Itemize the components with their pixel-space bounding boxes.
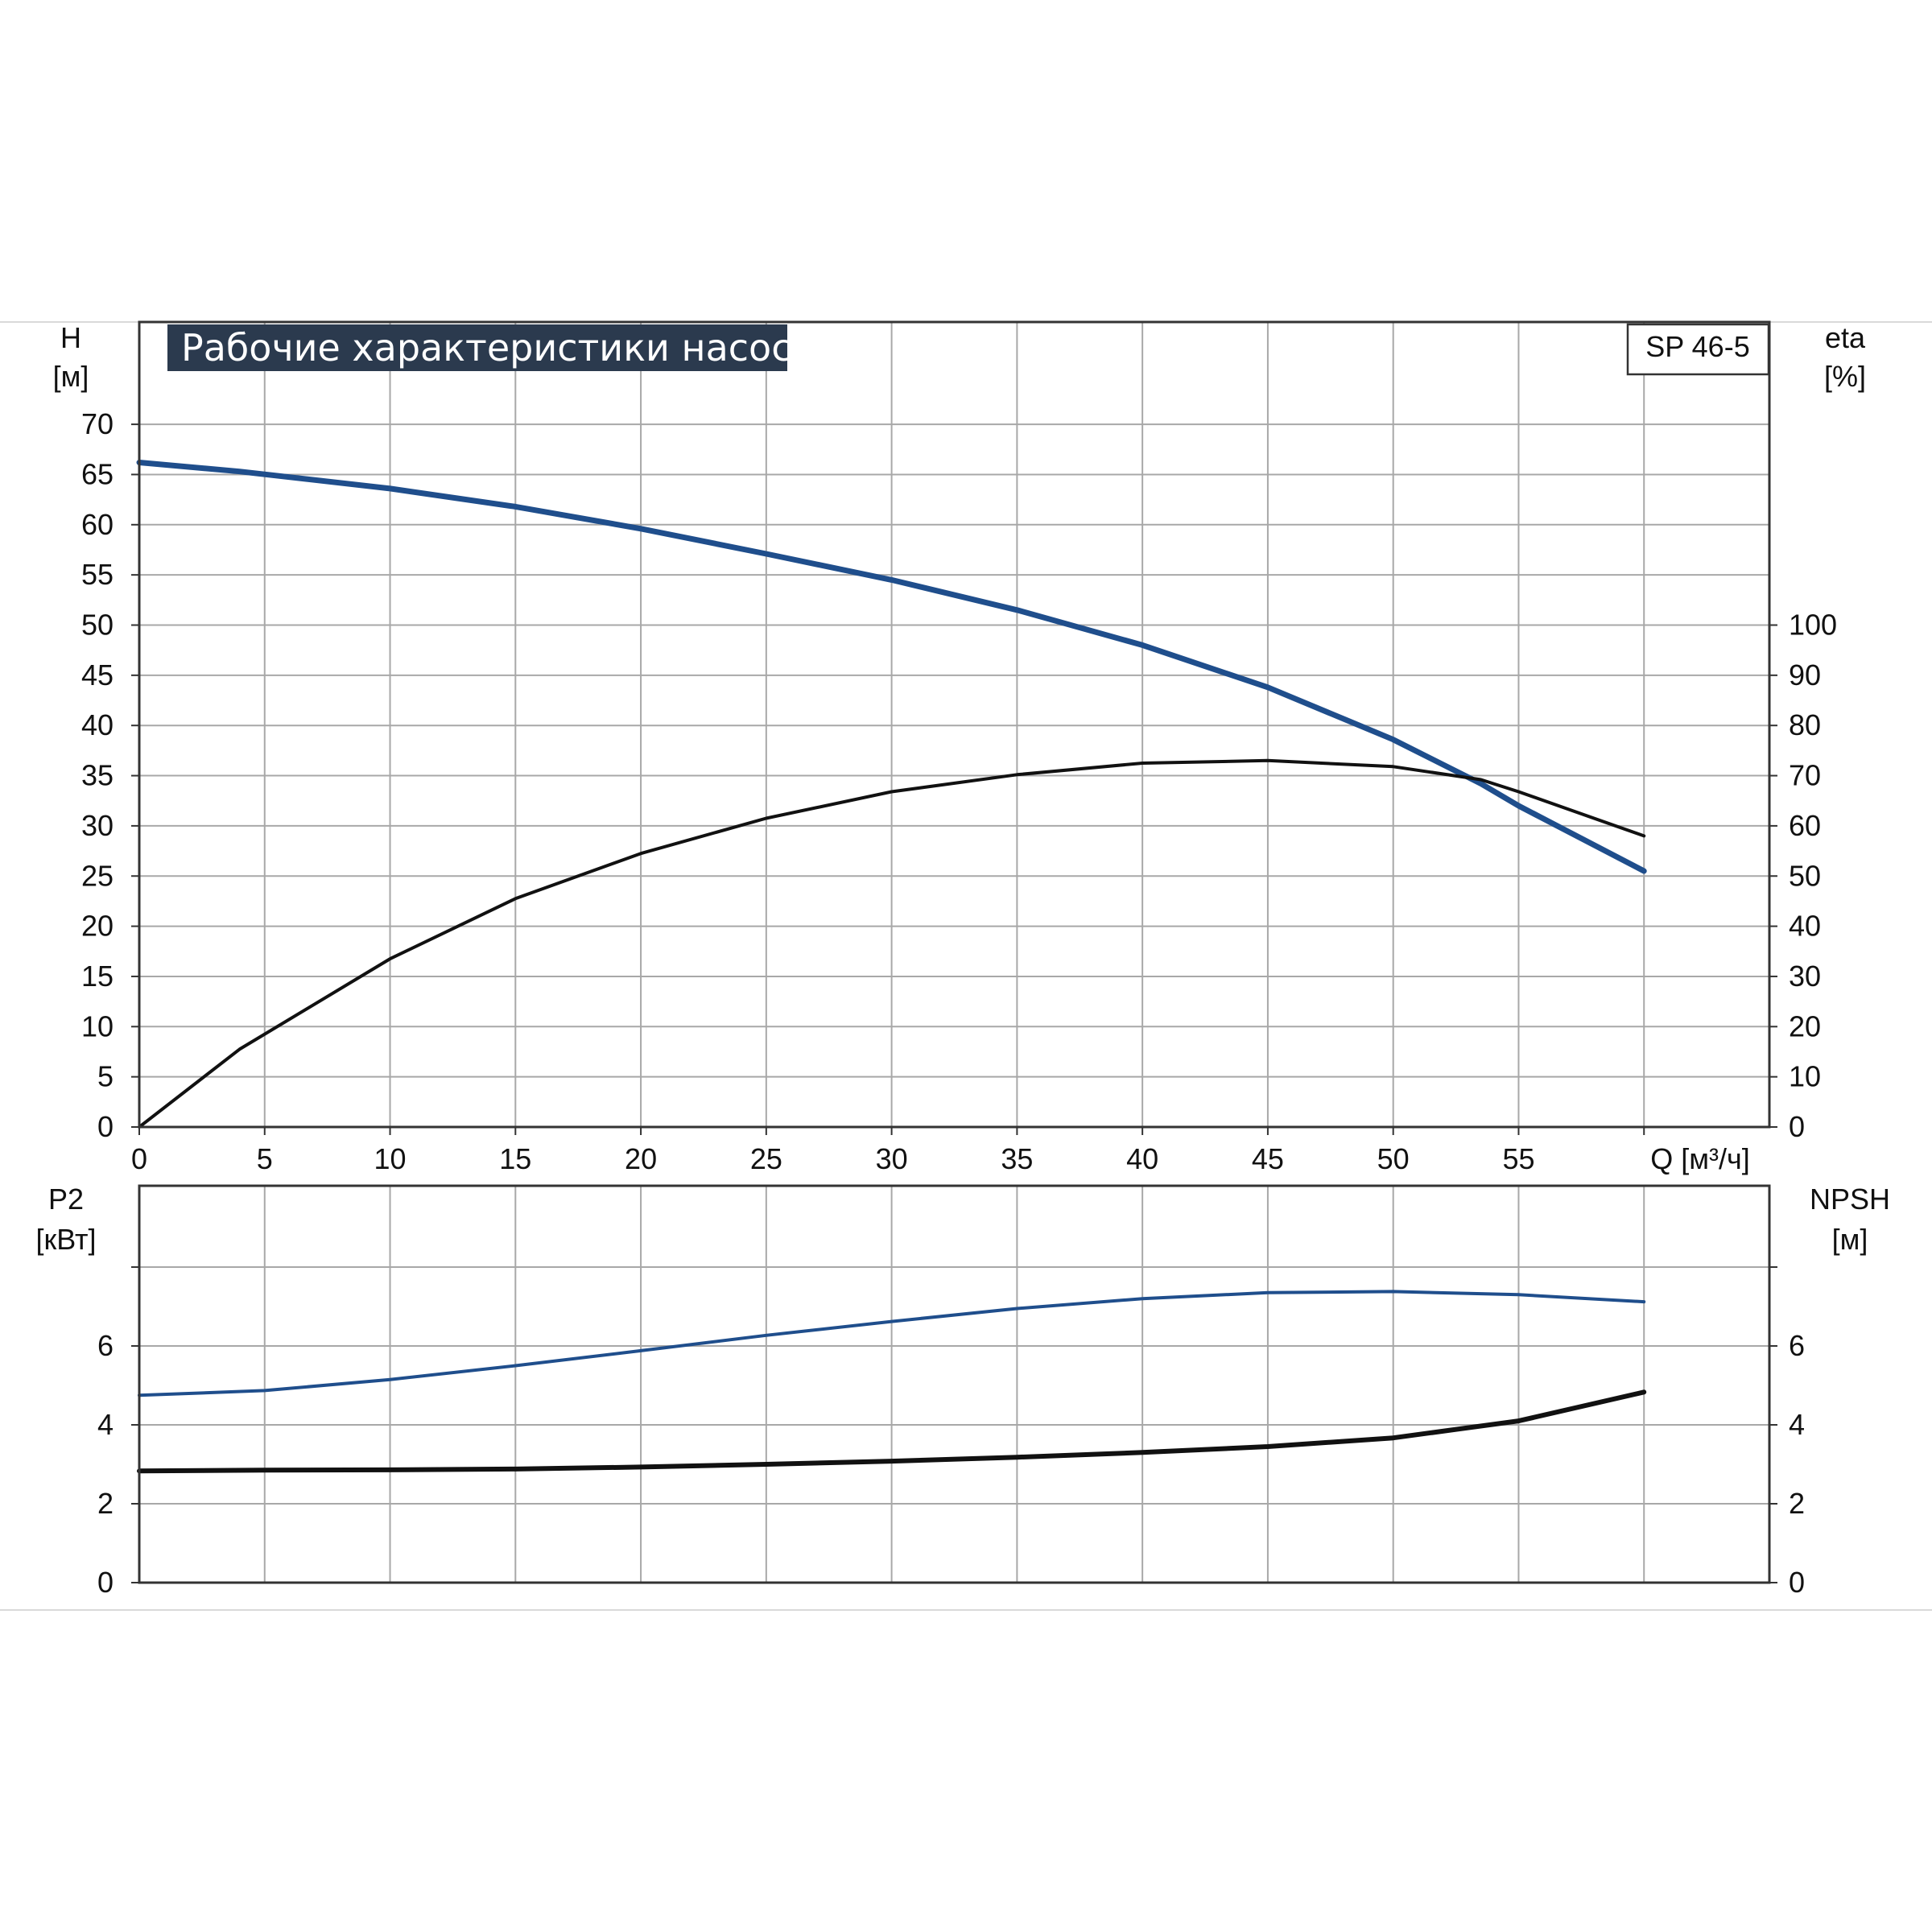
p2-axis-unit: [кВт]	[35, 1223, 96, 1256]
top-grid	[139, 322, 1769, 1127]
p2-tick-label: 2	[97, 1487, 114, 1520]
y-left-tick-label: 40	[81, 708, 114, 741]
efficiency-curve	[138, 758, 1646, 1129]
top-curves	[136, 460, 1647, 1129]
y-right-tick-label: 80	[1789, 708, 1821, 741]
y-left-tick-label: 70	[81, 407, 114, 440]
x-axis-label: Q [м³/ч]	[1650, 1142, 1750, 1175]
npsh-axis-unit: [м]	[1832, 1223, 1868, 1256]
y-left-axis-name: H	[60, 321, 81, 354]
y-right-axis-unit: [%]	[1824, 360, 1866, 393]
y-left-tick-label: 15	[81, 960, 114, 993]
y-left-tick-label: 10	[81, 1009, 114, 1042]
chart-title: Рабочие характеристики насоса	[181, 326, 815, 369]
model-label: SP 46-5	[1645, 330, 1749, 363]
y-right-tick-label: 10	[1789, 1060, 1821, 1093]
x-tick-label: 20	[625, 1142, 657, 1175]
head-efficiency-panel: 0510152025303540455055606570010203040506…	[53, 320, 1866, 1175]
y-left-tick-label: 30	[81, 809, 114, 842]
bottom-tick-labels: 0 2 4 6 0 2 4 6	[97, 1266, 1805, 1599]
x-tick-label: 50	[1377, 1142, 1410, 1175]
p2-axis-name: P2	[48, 1183, 84, 1216]
y-left-tick-label: 25	[81, 859, 114, 892]
y-right-tick-label: 20	[1789, 1009, 1821, 1042]
x-tick-label: 0	[131, 1142, 147, 1175]
y-left-tick-label: 60	[81, 508, 114, 541]
bottom-grid	[139, 1186, 1769, 1583]
x-tick-label: 45	[1252, 1142, 1284, 1175]
y-left-tick-label: 20	[81, 910, 114, 943]
x-tick-label: 30	[876, 1142, 908, 1175]
y-right-tick-label: 100	[1789, 609, 1837, 642]
x-tick-label: 40	[1126, 1142, 1158, 1175]
power-curve	[138, 1290, 1646, 1397]
x-tick-label: 25	[750, 1142, 782, 1175]
y-right-tick-label: 0	[1789, 1110, 1805, 1143]
title-box	[167, 324, 787, 371]
bottom-plot-frame	[138, 1184, 1771, 1584]
model-box	[1626, 323, 1770, 376]
x-tick-label: 15	[499, 1142, 531, 1175]
y-right-tick-label: 50	[1789, 859, 1821, 892]
p2-tick-label: 6	[97, 1329, 114, 1362]
top-plot-frame	[138, 320, 1771, 1129]
y-left-tick-label: 65	[81, 457, 114, 490]
npsh-axis-name: NPSH	[1810, 1183, 1890, 1216]
x-tick-label: 10	[374, 1142, 407, 1175]
x-tick-label: 35	[1001, 1142, 1033, 1175]
x-tick-label: 5	[257, 1142, 273, 1175]
npsh-tick-label: 0	[1789, 1566, 1805, 1599]
y-left-tick-label: 0	[97, 1110, 114, 1143]
power-npsh-panel: 0 2 4 6 0 2 4 6 P2 [кВт] NPSH [м]	[35, 1183, 1890, 1599]
y-right-tick-label: 30	[1789, 960, 1821, 993]
y-left-tick-label: 50	[81, 609, 114, 642]
top-tick-labels: 0510152025303540455055606570010203040506…	[81, 407, 1837, 1175]
y-left-tick-label: 35	[81, 759, 114, 792]
p2-tick-label: 4	[97, 1408, 114, 1441]
y-right-tick-label: 90	[1789, 658, 1821, 691]
npsh-tick-label: 4	[1789, 1408, 1805, 1441]
bottom-curves	[137, 1290, 1647, 1474]
npsh-tick-label: 2	[1789, 1487, 1805, 1520]
y-left-tick-label: 45	[81, 658, 114, 691]
y-left-axis-unit: [м]	[53, 360, 89, 393]
y-left-tick-label: 5	[97, 1060, 114, 1093]
y-left-tick-label: 55	[81, 558, 114, 591]
y-right-tick-label: 60	[1789, 809, 1821, 842]
x-tick-label: 55	[1502, 1142, 1534, 1175]
y-right-tick-label: 70	[1789, 759, 1821, 792]
y-right-axis-name: eta	[1825, 321, 1866, 354]
npsh-tick-label: 6	[1789, 1329, 1805, 1362]
y-right-tick-label: 40	[1789, 910, 1821, 943]
p2-tick-label: 0	[97, 1566, 114, 1599]
npsh-curve	[137, 1389, 1647, 1474]
